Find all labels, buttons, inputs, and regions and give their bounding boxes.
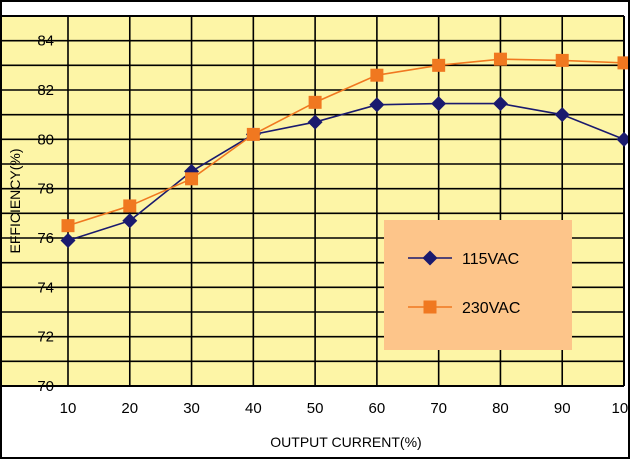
x-tick-label: 40 xyxy=(245,400,262,417)
data-point xyxy=(60,232,76,248)
x-tick-label: 10 xyxy=(60,400,77,417)
x-tick-label: 80 xyxy=(492,400,509,417)
series-line xyxy=(67,102,625,242)
data-point xyxy=(555,53,569,67)
x-tick-label: 100 xyxy=(611,400,628,417)
x-tick-labels: 10 20 30 40 50 60 70 80 90 100 xyxy=(60,400,630,417)
data-point xyxy=(307,114,323,130)
data-point xyxy=(122,213,138,229)
legend-swatch-marker xyxy=(423,300,437,314)
y-tick-label: 70 xyxy=(37,378,54,395)
x-tick-label: 20 xyxy=(121,400,138,417)
data-point xyxy=(369,97,385,113)
grid xyxy=(2,15,625,387)
legend-label: 115VAC xyxy=(462,251,519,268)
data-point xyxy=(123,199,137,213)
series-230vac xyxy=(61,52,630,233)
x-tick-label: 50 xyxy=(307,400,324,417)
data-point xyxy=(246,127,260,141)
data-point xyxy=(185,172,199,186)
y-tick-labels: 70 72 74 76 78 80 82 84 xyxy=(37,33,54,395)
data-point xyxy=(617,56,630,70)
data-point xyxy=(493,52,507,66)
x-tick-label: 30 xyxy=(183,400,200,417)
y-axis-title: EFFICIENCY(%) xyxy=(7,149,23,254)
x-tick-label: 90 xyxy=(554,400,571,417)
data-point xyxy=(554,107,570,123)
data-point xyxy=(616,131,630,147)
data-point xyxy=(431,96,447,112)
y-tick-label: 84 xyxy=(37,33,54,50)
data-point xyxy=(492,96,508,112)
y-tick-label: 80 xyxy=(37,131,54,148)
data-point xyxy=(370,68,384,82)
y-tick-label: 76 xyxy=(37,230,54,247)
x-tick-label: 70 xyxy=(430,400,447,417)
legend-label: 230VAC xyxy=(462,300,520,317)
x-tick-label: 60 xyxy=(369,400,386,417)
legend-swatch-marker xyxy=(422,250,438,266)
y-tick-label: 78 xyxy=(37,181,54,198)
y-tick-label: 74 xyxy=(37,279,54,296)
data-point xyxy=(61,219,75,233)
series-layer xyxy=(60,52,630,248)
legend-box xyxy=(384,220,572,350)
data-point xyxy=(308,95,322,109)
legend: 115VAC 230VAC xyxy=(384,220,572,350)
x-axis-title: OUTPUT CURRENT(%) xyxy=(270,434,421,450)
y-tick-label: 82 xyxy=(37,82,54,99)
series-line xyxy=(67,58,625,227)
y-tick-label: 72 xyxy=(37,329,54,346)
data-point xyxy=(432,58,446,72)
